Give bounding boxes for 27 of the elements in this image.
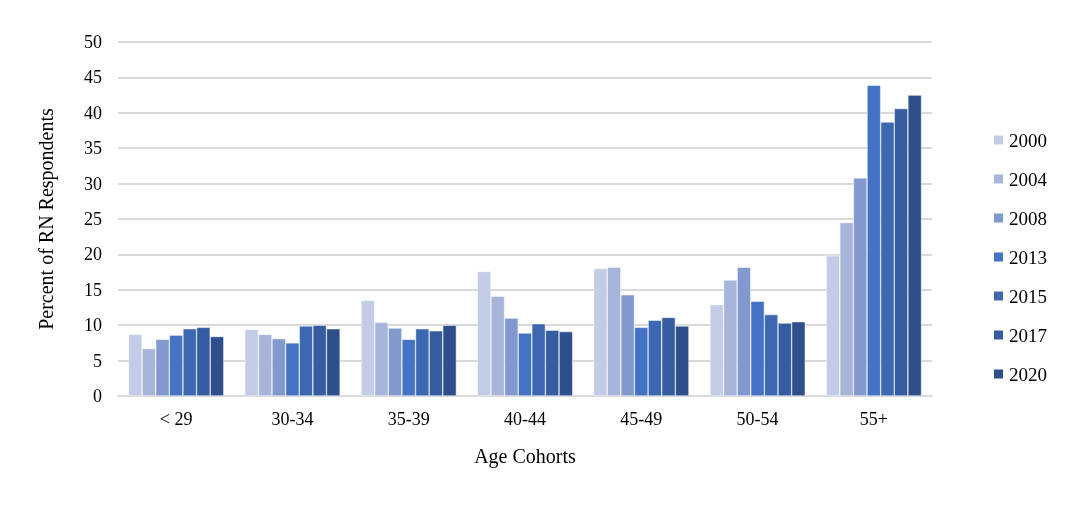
y-tick-label: 25 xyxy=(84,209,102,229)
x-tick-label: 45-49 xyxy=(620,409,663,429)
x-tick-label: 55+ xyxy=(859,409,888,429)
legend-label: 2000 xyxy=(1009,129,1047,151)
legend-label: 2004 xyxy=(1009,168,1048,190)
x-axis-title: Age Cohorts xyxy=(474,445,577,468)
y-tick-label: 20 xyxy=(84,244,102,265)
y-tick-label: 50 xyxy=(84,32,102,52)
y-tick-label: 35 xyxy=(84,138,102,159)
y-tick-label: 15 xyxy=(84,279,102,300)
y-axis-title: Percent of RN Respondents xyxy=(35,107,58,330)
y-tick-label: 5 xyxy=(93,350,102,371)
legend-label: 2020 xyxy=(1009,363,1047,385)
x-tick-label: 30-34 xyxy=(271,409,314,429)
legend-label: 2013 xyxy=(1009,246,1047,268)
y-tick-label: 0 xyxy=(93,386,102,406)
legend-label: 2017 xyxy=(1009,324,1047,346)
y-tick-label: 40 xyxy=(84,102,102,123)
x-tick-label: 40-44 xyxy=(504,409,546,429)
y-tick-label: 30 xyxy=(84,173,102,194)
y-tick-label: 45 xyxy=(84,67,102,88)
legend-label: 2008 xyxy=(1009,207,1047,229)
legend-label: 2015 xyxy=(1009,285,1047,307)
y-tick-label: 10 xyxy=(84,315,102,336)
x-tick-label: 50-54 xyxy=(736,409,779,429)
x-tick-label: 35-39 xyxy=(387,409,430,429)
x-tick-label: < 29 xyxy=(159,409,193,429)
